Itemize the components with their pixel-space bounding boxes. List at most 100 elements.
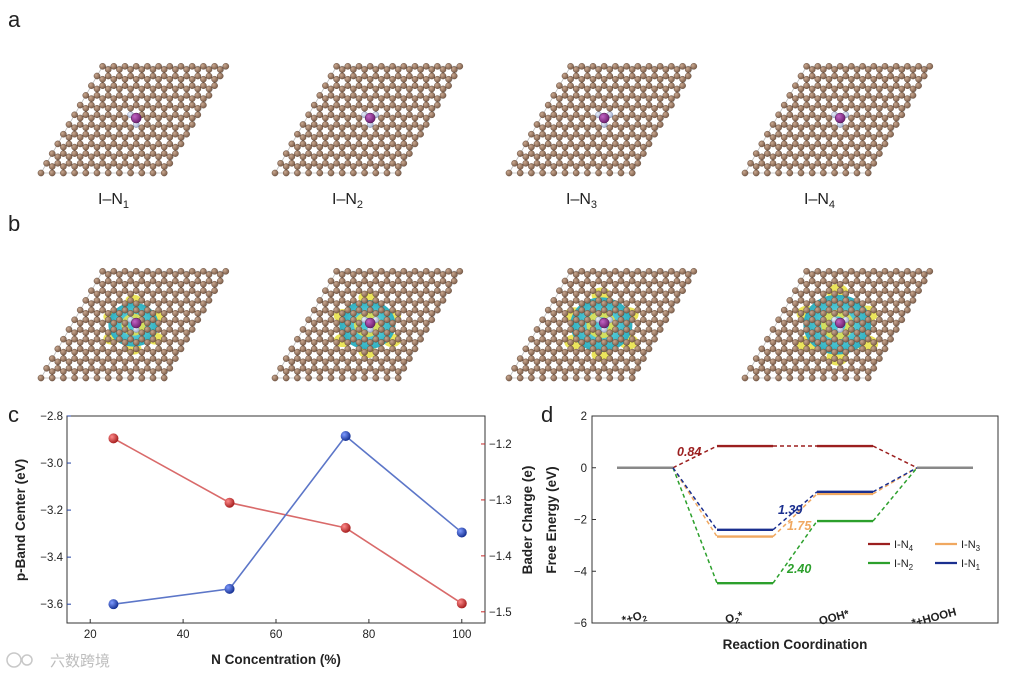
carbon-atom <box>775 329 782 337</box>
carbon-atom <box>155 75 162 83</box>
carbon-atom <box>177 121 185 128</box>
carbon-atom <box>820 130 827 138</box>
carbon-atom <box>859 75 866 83</box>
carbon-atom <box>898 105 906 112</box>
carbon-atom <box>149 111 157 119</box>
carbon-atom <box>595 72 602 80</box>
carbon-atom <box>372 290 380 298</box>
carbon-atom <box>338 130 346 138</box>
carbon-atom <box>383 124 391 132</box>
carbon-atom <box>305 368 312 375</box>
carbon-atom <box>758 153 766 161</box>
carbon-atom <box>640 150 647 157</box>
carbon-atom <box>428 290 436 298</box>
carbon-atom <box>662 72 670 80</box>
carbon-atom <box>803 326 810 333</box>
carbon-atom <box>88 134 95 141</box>
carbon-atom <box>439 85 447 93</box>
carbon-atom <box>561 335 569 343</box>
carbon-atom <box>445 82 452 90</box>
carbon-atom <box>299 140 307 148</box>
carbon-atom <box>411 82 419 90</box>
carbon-atom <box>528 150 535 157</box>
carbon-atom <box>544 140 552 148</box>
carbon-atom <box>54 160 62 167</box>
carbon-atom <box>842 85 850 93</box>
carbon-atom <box>327 111 335 119</box>
carbon-atom <box>322 101 329 109</box>
carbon-atom <box>338 329 346 337</box>
carbon-atom <box>99 121 106 128</box>
carbon-atom <box>88 306 95 314</box>
carbon-atom <box>842 277 850 285</box>
carbon-atom <box>316 124 324 132</box>
carbon-atom <box>679 63 686 70</box>
carbon-atom <box>172 85 179 93</box>
carbon-atom <box>121 153 129 161</box>
carbon-atom <box>333 153 340 161</box>
carbon-atom <box>166 140 174 148</box>
carbon-atom <box>305 335 312 343</box>
carbon-atom <box>144 95 151 102</box>
carbon-atom <box>775 150 782 157</box>
carbon-atom <box>400 134 408 141</box>
carbon-atom <box>567 134 574 141</box>
carbon-atom <box>859 160 866 167</box>
carbon-atom <box>194 72 202 80</box>
carbon-atom <box>104 163 112 170</box>
carbon-atom <box>344 114 352 122</box>
carbon-atom <box>550 105 558 112</box>
carbon-atom <box>127 130 134 138</box>
carbon-atom <box>177 75 185 83</box>
carbon-atom <box>556 153 563 161</box>
carbon-atom <box>797 368 805 375</box>
carbon-atom <box>355 339 363 346</box>
carbon-atom <box>378 63 385 70</box>
carbon-atom <box>338 368 346 375</box>
carbon-atom <box>394 66 402 73</box>
carbon-atom <box>160 271 168 278</box>
carbon-atom <box>651 92 658 99</box>
carbon-atom <box>82 105 90 112</box>
carbon-atom <box>366 300 374 307</box>
carbon-atom <box>194 297 202 304</box>
carbon-atom <box>82 169 90 177</box>
carbon-atom <box>887 72 894 80</box>
carbon-atom <box>595 368 602 375</box>
carbon-atom <box>780 306 788 314</box>
carbon-atom <box>612 82 619 90</box>
carbon-atom <box>528 163 535 170</box>
carbon-atom <box>294 143 301 151</box>
carbon-atom <box>836 63 844 70</box>
carbon-atom <box>825 140 833 148</box>
graphene-sheet-1 <box>37 268 230 382</box>
carbon-atom <box>93 277 101 285</box>
carbon-atom <box>831 335 838 343</box>
carbon-atom <box>881 95 889 102</box>
carbon-atom <box>853 85 861 93</box>
carbon-atom <box>595 105 602 112</box>
carbon-atom <box>366 345 374 353</box>
carbon-atom <box>606 169 614 177</box>
carbon-atom <box>561 355 569 362</box>
carbon-atom <box>550 130 558 138</box>
carbon-atom <box>640 277 647 285</box>
carbon-atom <box>595 335 602 343</box>
carbon-atom <box>814 319 822 327</box>
carbon-atom <box>54 345 62 353</box>
carbon-atom <box>792 287 799 295</box>
carbon-atom <box>333 140 340 148</box>
carbon-atom <box>825 63 833 70</box>
carbon-atom <box>333 326 340 333</box>
carbon-atom <box>394 163 402 170</box>
carbon-atom <box>434 287 441 295</box>
carbon-atom <box>606 355 614 362</box>
carbon-atom <box>422 75 430 83</box>
carbon-atom <box>149 92 157 99</box>
carbon-atom <box>110 82 118 90</box>
carbon-atom <box>584 310 591 317</box>
carbon-atom <box>578 306 586 314</box>
carbon-atom <box>887 111 894 119</box>
carbon-atom <box>383 335 391 343</box>
carbon-atom <box>372 374 380 382</box>
